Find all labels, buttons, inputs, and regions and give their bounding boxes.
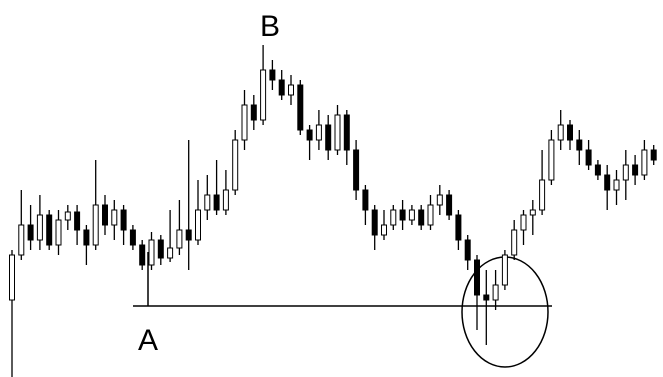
candle-body — [474, 259, 480, 296]
candle-body — [185, 229, 192, 241]
candle-body — [157, 239, 164, 259]
candle-body — [232, 139, 239, 191]
annotation: A — [138, 324, 158, 357]
candle-body — [446, 194, 453, 216]
candle-body — [362, 189, 369, 211]
candle-body — [548, 139, 555, 181]
candle-body — [27, 224, 34, 241]
candle-body — [315, 124, 322, 141]
candle-body — [213, 194, 220, 211]
candle-body — [260, 69, 267, 121]
candle-body — [343, 114, 350, 151]
candle-body — [511, 229, 518, 256]
candle-body — [250, 104, 257, 121]
candle-body — [408, 209, 415, 221]
candle-body — [55, 219, 62, 246]
candle-body — [650, 149, 657, 161]
candle-body — [64, 211, 71, 221]
candle-body — [36, 214, 43, 241]
candle-body — [120, 209, 127, 231]
candle-body — [9, 254, 15, 301]
candle-body — [111, 209, 118, 226]
candle-body — [390, 209, 397, 226]
candle-body — [520, 214, 527, 231]
candle-body — [585, 149, 592, 166]
candle-body — [492, 284, 499, 301]
candle-body — [334, 114, 341, 151]
candle-body — [641, 149, 648, 176]
candle-body — [176, 229, 183, 249]
candle-body — [567, 124, 573, 141]
candle-body — [427, 204, 434, 226]
candle-body — [46, 214, 53, 246]
candle-body — [632, 164, 639, 176]
candle-body — [325, 124, 332, 151]
candle-body — [306, 129, 313, 141]
candle-body — [436, 194, 443, 206]
candle-body — [278, 79, 285, 96]
annotation: B — [260, 10, 280, 43]
candle-body — [529, 209, 536, 216]
candle-body — [613, 179, 620, 191]
candle-body — [102, 204, 108, 226]
candle-body — [83, 229, 90, 246]
candle-body — [464, 239, 471, 261]
candle-body — [18, 224, 25, 256]
candle-body — [381, 224, 387, 236]
candle-body — [501, 254, 508, 286]
candle-body — [74, 211, 81, 231]
candle-body — [148, 239, 155, 266]
candle-body — [241, 104, 248, 141]
candle-body — [622, 164, 629, 181]
candle-body — [353, 149, 360, 191]
candle-body — [269, 69, 276, 81]
candle-body — [399, 209, 406, 221]
candle-body — [455, 214, 462, 241]
candle-body — [604, 174, 611, 191]
candle-body — [483, 294, 490, 301]
candle-body — [371, 209, 378, 236]
candle-body — [222, 189, 229, 211]
candle-body — [139, 244, 146, 266]
candle-body — [204, 194, 211, 211]
candle-body — [167, 247, 174, 259]
candle-body — [288, 84, 294, 96]
candle-body — [195, 209, 201, 241]
candle-body — [418, 209, 425, 226]
candle-body — [92, 204, 99, 246]
candle-body — [594, 164, 601, 176]
candle-body — [297, 84, 304, 131]
candle-body — [576, 139, 583, 151]
candle-body — [557, 124, 564, 141]
candle-body — [129, 229, 136, 246]
candle-body — [539, 179, 546, 211]
